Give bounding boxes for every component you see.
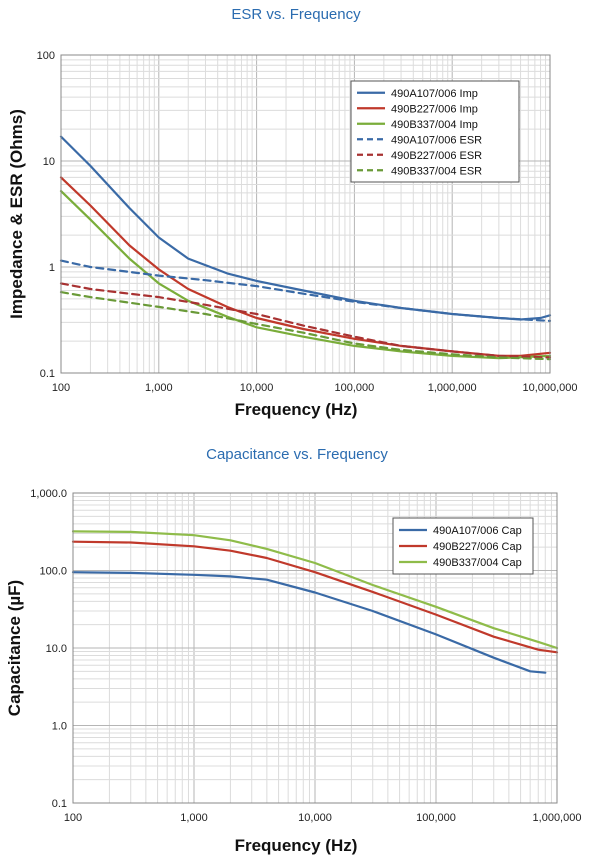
esr-y-tick-label: 0.1: [40, 368, 55, 380]
esr-legend-label: 490B337/004 ESR: [391, 165, 482, 177]
esr-x-tick-label: 10,000,000: [522, 382, 577, 394]
capacitance-chart-series: [71, 530, 559, 674]
esr-legend-label: 490B227/006 ESR: [391, 150, 482, 162]
capacitance-y-tick-label: 1,000.0: [30, 488, 67, 500]
esr-legend-label: 490A107/006 Imp: [391, 88, 478, 100]
esr-x-tick-label: 100,000: [335, 382, 375, 394]
capacitance-y-tick-label: 100.0: [39, 566, 67, 578]
esr-series-line: [59, 190, 552, 360]
capacitance-x-tick-label: 10,000: [298, 812, 332, 824]
capacitance-chart-plot-frame: [72, 492, 558, 804]
capacitance-chart-title: Capacitance vs. Frequency: [206, 446, 388, 463]
capacitance-x-tick-label: 1,000: [180, 812, 208, 824]
capacitance-chart-legend: 490A107/006 Cap 490B227/006 Cap 490B337/00…: [392, 517, 534, 575]
esr-legend-label: 490B337/004 Imp: [391, 119, 478, 131]
capacitance-x-tick-label: 100,000: [416, 812, 456, 824]
esr-chart-plot-frame: [60, 54, 551, 374]
esr-x-tick-label: 1,000: [145, 382, 173, 394]
capacitance-legend-label: 490B337/004 Cap: [433, 557, 522, 569]
capacitance-chart: Capacitance vs. Frequency 100 1,000 10,000…: [5, 446, 581, 855]
esr-chart-x-axis-label: Frequency (Hz): [235, 400, 358, 419]
capacitance-chart-y-ticks: 0.1 1.0 10.0 100.0 1,000.0: [30, 488, 67, 810]
capacitance-legend-label: 490B227/006 Cap: [433, 541, 522, 553]
capacitance-series-line: [71, 530, 559, 650]
esr-series-line: [59, 291, 552, 361]
capacitance-y-tick-label: 1.0: [52, 721, 67, 733]
esr-legend-label: 490B227/006 Imp: [391, 103, 478, 115]
esr-x-tick-label: 100: [52, 382, 70, 394]
esr-chart-y-ticks: 0.1 1 10 100: [37, 50, 55, 380]
esr-series-line: [59, 259, 552, 322]
capacitance-chart-x-axis-label: Frequency (Hz): [235, 836, 358, 855]
esr-chart-series: [59, 135, 552, 361]
esr-y-tick-label: 10: [43, 156, 55, 168]
esr-legend-label: 490A107/006 ESR: [391, 134, 482, 146]
capacitance-chart-y-axis-label: Capacitance (µF): [5, 580, 24, 716]
capacitance-y-tick-label: 0.1: [52, 798, 67, 810]
capacitance-legend-label: 490A107/006 Cap: [433, 525, 522, 537]
esr-x-tick-label: 1,000,000: [428, 382, 477, 394]
esr-series-line: [59, 282, 552, 359]
capacitance-series-line: [71, 571, 547, 674]
capacitance-chart-x-ticks: 100 1,000 10,000 100,000 1,000,000: [64, 812, 582, 824]
capacitance-x-tick-label: 100: [64, 812, 82, 824]
esr-chart-y-axis-label: Impedance & ESR (Ohms): [7, 109, 26, 319]
esr-chart-x-ticks: 100 1,000 10,000 100,000 1,000,000 10,000,000: [52, 382, 578, 394]
esr-chart-title: ESR vs. Frequency: [231, 6, 361, 23]
esr-chart: ESR vs. Frequency 100 1,000 10,000 100,000 1…: [7, 6, 578, 419]
esr-y-tick-label: 1: [49, 262, 55, 274]
esr-x-tick-label: 10,000: [240, 382, 274, 394]
capacitance-x-tick-label: 1,000,000: [533, 812, 582, 824]
capacitance-y-tick-label: 10.0: [46, 643, 67, 655]
esr-chart-legend: 490A107/006 Imp 490B227/006 Imp 490B337/00…: [350, 80, 520, 183]
esr-y-tick-label: 100: [37, 50, 55, 62]
esr-legend-box: [350, 80, 520, 183]
esr-chart-grid: [60, 55, 550, 374]
capacitance-series-line: [71, 540, 559, 654]
